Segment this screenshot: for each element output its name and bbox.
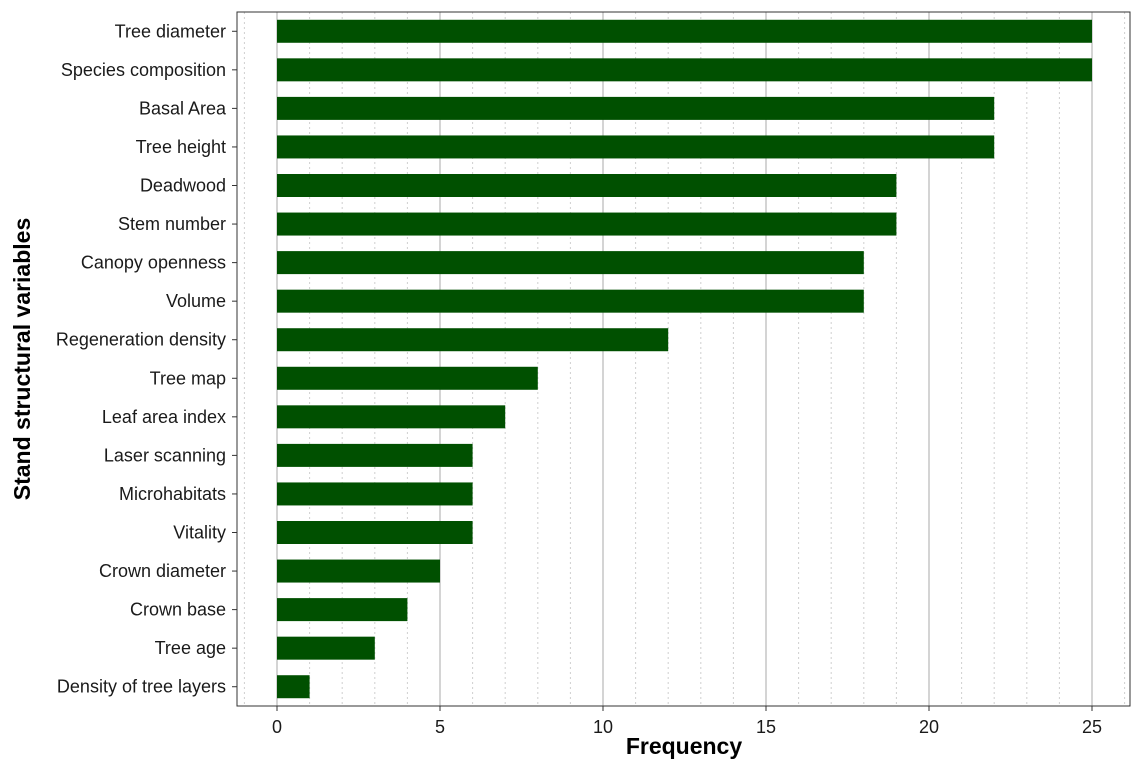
x-tick-label: 20 <box>919 717 939 737</box>
x-tick-label: 0 <box>272 717 282 737</box>
x-tick-label: 5 <box>435 717 445 737</box>
bar <box>277 521 473 544</box>
x-axis: 0 5 10 15 20 25 <box>272 706 1102 737</box>
bar <box>277 559 440 583</box>
category-label: Microhabitats <box>119 484 226 504</box>
category-label: Tree map <box>150 368 226 388</box>
bar <box>277 443 473 467</box>
bar <box>277 598 408 622</box>
category-label: Deadwood <box>140 176 226 196</box>
bar <box>277 135 995 159</box>
y-axis-title: Stand structural variables <box>9 218 35 501</box>
category-label: Basal Area <box>139 98 227 118</box>
bar <box>277 675 310 699</box>
category-label: Density of tree layers <box>57 677 226 697</box>
bar <box>277 366 538 390</box>
category-label: Species composition <box>61 60 226 80</box>
bars <box>277 19 1092 699</box>
bar <box>277 636 375 660</box>
bar <box>277 251 864 275</box>
bar <box>277 58 1092 82</box>
category-label: Crown base <box>130 600 226 620</box>
x-tick-label: 15 <box>756 717 776 737</box>
category-label: Regeneration density <box>56 330 226 350</box>
bar <box>277 212 897 236</box>
category-label: Tree height <box>136 137 226 157</box>
bar <box>277 96 995 120</box>
bar <box>277 289 864 313</box>
bar <box>277 405 506 429</box>
minor-gridlines <box>243 12 1126 706</box>
x-tick-label: 10 <box>593 717 613 737</box>
x-tick-label: 25 <box>1082 717 1102 737</box>
major-gridlines <box>276 12 1093 706</box>
bar <box>277 174 897 197</box>
y-axis: Tree diameter Species composition Basal Ar… <box>56 21 237 697</box>
category-label: Tree age <box>155 638 226 658</box>
x-axis-title: Frequency <box>626 733 743 759</box>
category-label: Leaf area index <box>102 407 226 427</box>
plot-panel-border <box>236 11 1131 707</box>
category-label: Stem number <box>118 214 226 234</box>
category-label: Vitality <box>173 523 226 543</box>
category-label: Crown diameter <box>99 561 226 581</box>
category-label: Canopy openness <box>81 253 226 273</box>
bar <box>277 19 1092 43</box>
category-label: Tree diameter <box>115 21 226 41</box>
category-label: Volume <box>166 291 226 311</box>
category-label: Laser scanning <box>104 445 226 465</box>
bar <box>277 482 473 506</box>
bar <box>277 328 669 352</box>
